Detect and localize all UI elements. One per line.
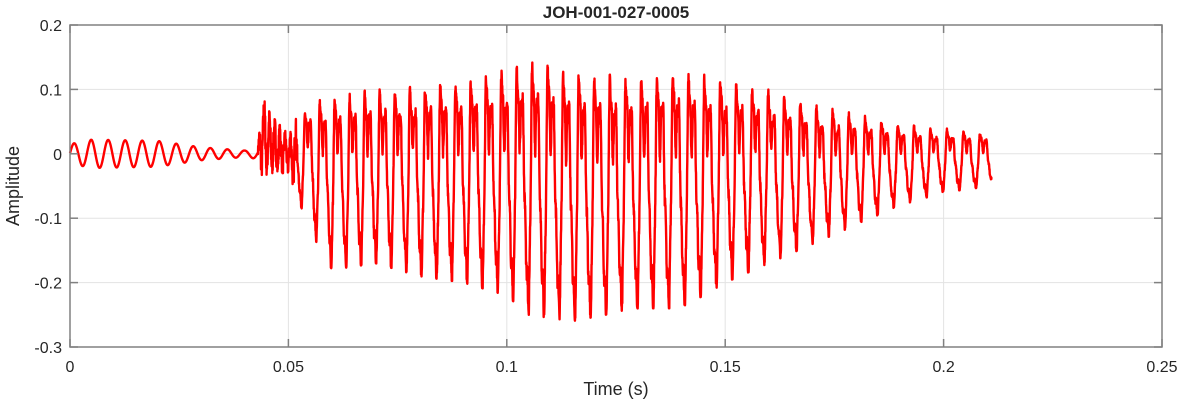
- ticks: 0 0.05 0.1 0.15 0.2 0.25 -0.3 -0.2 -0.1 0 0.1 0.2: [34, 18, 1177, 376]
- y-tick-label: 0.2: [40, 18, 62, 35]
- x-tick-label: 0.1: [496, 359, 518, 376]
- x-tick-label: 0.15: [710, 359, 741, 376]
- x-tick-label: 0: [66, 359, 75, 376]
- y-tick-label: 0: [53, 147, 62, 164]
- waveform-line: [68, 61, 993, 322]
- y-tick-label: -0.2: [34, 276, 62, 293]
- plot-area: [68, 61, 993, 322]
- x-tick-label: 0.05: [273, 359, 304, 376]
- y-tick-label: -0.3: [34, 340, 62, 357]
- x-axis-label: Time (s): [583, 379, 648, 399]
- y-tick-label: 0.1: [40, 82, 62, 99]
- x-tick-label: 0.25: [1146, 359, 1177, 376]
- x-tick-label: 0.2: [932, 359, 954, 376]
- y-axis-label: Amplitude: [3, 146, 23, 226]
- y-tick-label: -0.1: [34, 211, 62, 228]
- chart-title: JOH-001-027-0005: [543, 3, 689, 22]
- axes-box: [69, 24, 1163, 348]
